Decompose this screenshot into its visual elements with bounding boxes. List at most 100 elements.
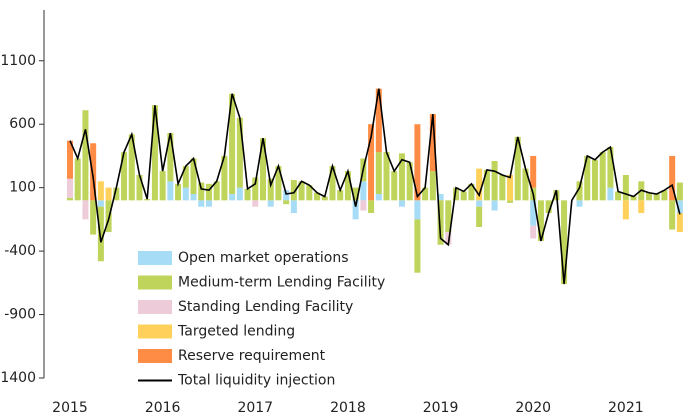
bar-segment xyxy=(460,191,467,201)
bar-segment xyxy=(167,133,174,182)
x-tick-label: 2018 xyxy=(330,400,366,416)
bar-segment xyxy=(337,190,344,201)
bar-segment xyxy=(90,143,97,201)
bar-segment xyxy=(507,200,514,203)
bar-segment xyxy=(669,155,676,201)
bar-segment xyxy=(182,166,189,188)
bar-segment xyxy=(113,187,120,201)
bar-segment xyxy=(653,194,660,201)
bar-segment xyxy=(267,178,274,201)
bar-segment xyxy=(267,200,274,207)
legend-label: Targeted lending xyxy=(177,324,295,340)
bar-segment xyxy=(306,185,313,201)
bar-segment xyxy=(669,200,676,230)
bar-segment xyxy=(97,206,104,262)
bar-segment xyxy=(545,200,552,214)
bar-segment xyxy=(82,110,89,201)
bar-segment xyxy=(368,124,375,201)
x-tick-label: 2015 xyxy=(52,400,88,416)
bar-segment xyxy=(406,162,413,201)
bar-segment xyxy=(105,187,112,201)
bar-segment xyxy=(205,200,212,207)
bar-segment xyxy=(182,187,189,201)
bar-segment xyxy=(483,169,490,201)
y-tick-label: 600 xyxy=(9,116,36,132)
bar-segment xyxy=(622,174,629,201)
bar-segment xyxy=(121,152,128,201)
bar-segment xyxy=(82,200,89,220)
legend-label: Standing Lending Facility xyxy=(178,299,353,315)
x-tick-label: 2017 xyxy=(237,400,273,416)
bar-segment xyxy=(321,196,328,201)
bar-segment xyxy=(151,105,158,201)
bar-segment xyxy=(638,200,645,214)
bar-segment xyxy=(352,187,359,201)
bar-segment xyxy=(576,181,583,201)
bar-segment xyxy=(198,200,205,207)
total-line xyxy=(69,88,681,285)
y-tick-label: -400 xyxy=(4,243,36,259)
legend-swatch xyxy=(138,324,172,339)
bar-segment xyxy=(275,166,282,201)
bar-segment xyxy=(429,114,436,172)
bar-segment xyxy=(661,190,668,201)
bar-segment xyxy=(476,168,483,201)
bar-segment xyxy=(221,155,228,201)
bar-segment xyxy=(175,183,182,201)
legend-label: Open market operations xyxy=(178,250,349,266)
bar-segment xyxy=(676,200,683,214)
bar-segment xyxy=(414,124,421,201)
bar-segment xyxy=(514,136,521,201)
bar-segment xyxy=(414,219,421,273)
bar-segment xyxy=(476,206,483,227)
bar-segment xyxy=(491,200,498,211)
bar-segment xyxy=(136,174,143,201)
bar-segment xyxy=(252,200,259,207)
bar-segment xyxy=(584,155,591,201)
bar-segment xyxy=(236,117,243,188)
bar-segment xyxy=(499,174,506,201)
bar-segment xyxy=(283,190,290,201)
legend-background xyxy=(134,246,354,391)
bar-segment xyxy=(236,187,243,201)
bar-segment xyxy=(252,177,259,201)
bar-segment xyxy=(344,171,351,201)
bar-segment xyxy=(360,181,367,201)
bar-segment xyxy=(144,199,151,201)
bar-segment xyxy=(398,153,405,201)
bar-segment xyxy=(391,171,398,201)
bar-segment xyxy=(591,159,598,201)
bar-segment xyxy=(74,158,81,201)
bar-segment xyxy=(383,152,390,201)
bar-segment xyxy=(630,196,637,201)
bar-segment xyxy=(159,171,166,201)
bar-segment xyxy=(229,194,236,201)
bar-segment xyxy=(445,200,452,233)
bar-segment xyxy=(522,168,529,201)
bar-segment xyxy=(360,200,367,211)
bar-segment xyxy=(607,187,614,201)
y-tick-label: 100 xyxy=(9,180,36,196)
bar-segment xyxy=(607,147,614,188)
bar-segment xyxy=(437,194,444,201)
bar-segment xyxy=(128,134,135,201)
bar-segment xyxy=(468,183,475,201)
bar-segment xyxy=(229,93,236,194)
bar-segment xyxy=(414,200,421,220)
bar-segment xyxy=(453,187,459,201)
legend-label: Medium-term Lending Facility xyxy=(178,275,385,291)
bar-segment xyxy=(260,138,266,201)
bar-segment xyxy=(476,200,483,207)
bar-segment xyxy=(599,152,606,201)
bar-segment xyxy=(283,200,290,205)
bar-segment xyxy=(530,155,537,188)
bar-segment xyxy=(676,182,683,201)
x-tick-label: 2016 xyxy=(145,400,181,416)
legend-swatch xyxy=(138,251,172,265)
bar-segment xyxy=(615,191,622,201)
bar-segment xyxy=(67,178,73,198)
bar-segment xyxy=(398,200,405,207)
bar-segment xyxy=(190,158,197,194)
legend-label: Reserve requirement xyxy=(178,348,326,364)
